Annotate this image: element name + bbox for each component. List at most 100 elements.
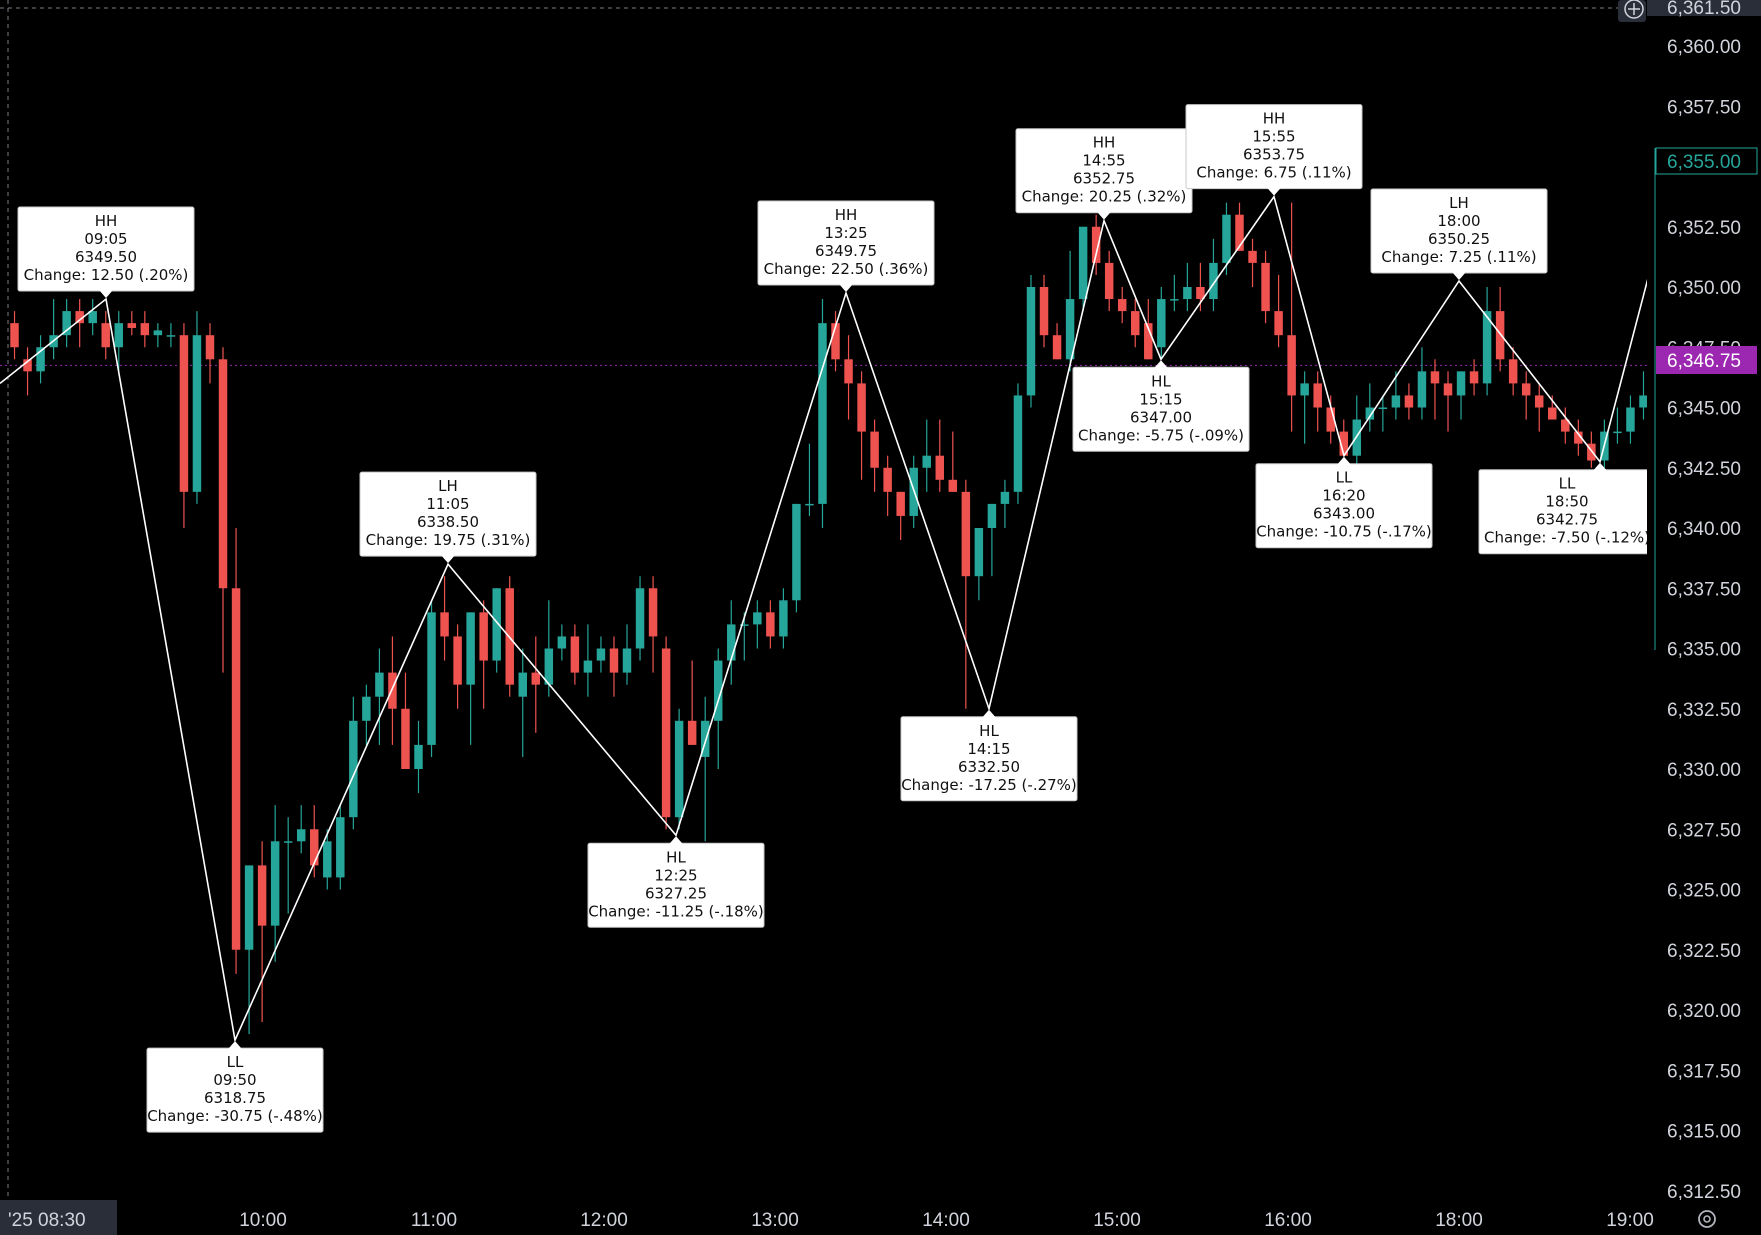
price-axis[interactable]: 6,360.006,357.506,352.506,350.006,347.50…	[1647, 0, 1761, 1203]
candle	[375, 648, 384, 745]
pivot-time: 09:05	[84, 230, 127, 248]
candle	[1287, 202, 1296, 432]
gear-icon	[1698, 1210, 1716, 1228]
price-tick-label: 6,332.50	[1667, 700, 1741, 721]
candle	[466, 612, 475, 745]
candle	[310, 805, 319, 878]
candle	[1183, 262, 1192, 312]
candle	[1548, 395, 1557, 420]
price-tick-label: 6,325.00	[1667, 881, 1741, 902]
candle	[179, 323, 189, 528]
time-tick-label: 13:00	[751, 1210, 799, 1231]
time-tick-label: 16:00	[1264, 1210, 1312, 1231]
svg-text:6,355.00: 6,355.00	[1667, 152, 1741, 173]
pivot-change: Change: 12.50 (.20%)	[24, 266, 189, 284]
candle	[935, 419, 945, 492]
candles-layer	[10, 202, 1648, 1035]
pivot-change: Change: 7.25 (.11%)	[1381, 248, 1536, 266]
pivot-time: 13:25	[824, 224, 867, 242]
pivot-time: 15:55	[1252, 128, 1295, 146]
candle	[661, 636, 671, 830]
candle	[844, 335, 853, 420]
candle	[805, 443, 814, 516]
candle	[453, 624, 462, 709]
candle	[1378, 395, 1388, 432]
candle	[1534, 383, 1544, 432]
candle	[1300, 371, 1309, 444]
candle	[427, 600, 436, 757]
candle	[753, 600, 762, 649]
candle	[922, 419, 931, 492]
candle	[49, 299, 58, 360]
time-axis[interactable]: '25 08:30 10:00 11:00 12:00 13:00 14:00 15:00…	[0, 1200, 1761, 1235]
candle	[1131, 299, 1140, 348]
pivot-price: 6342.75	[1536, 511, 1598, 529]
candle	[388, 636, 397, 745]
candle	[1521, 371, 1531, 420]
candle	[323, 829, 332, 890]
pivot-type: HH	[1263, 110, 1286, 128]
candle	[270, 805, 280, 962]
time-tick-label: 14:00	[922, 1210, 970, 1231]
candle	[544, 600, 554, 697]
pivot-type: HL	[979, 722, 999, 740]
zigzag-line	[0, 194, 1653, 1043]
candle	[1235, 202, 1244, 251]
candle	[1274, 274, 1283, 348]
candle	[362, 684, 371, 745]
candle	[779, 588, 788, 649]
candle	[1365, 383, 1375, 432]
time-axis-start-tag	[0, 1200, 117, 1235]
candle	[635, 576, 645, 661]
candle	[1078, 226, 1088, 312]
candle	[831, 311, 840, 372]
price-tick-label: 6,327.50	[1667, 820, 1741, 841]
candle	[713, 648, 723, 769]
pivot-price: 6350.25	[1428, 230, 1490, 248]
pivot-type: HH	[95, 212, 118, 230]
candle	[961, 479, 971, 709]
pivot-type: HH	[835, 206, 858, 224]
pivot-time: 14:15	[967, 740, 1010, 758]
pivot-change: Change: 6.75 (.11%)	[1196, 164, 1351, 182]
candle	[883, 455, 892, 516]
time-tick-label: 10:00	[239, 1210, 287, 1231]
candle	[974, 528, 984, 601]
candle	[257, 841, 267, 1023]
price-tick-label: 6,350.00	[1667, 278, 1741, 299]
candle	[1222, 202, 1231, 275]
candle	[700, 696, 710, 842]
pivot-type: LL	[227, 1053, 244, 1071]
candle	[948, 431, 958, 492]
time-axis-start-label: '25 08:30	[8, 1210, 86, 1231]
price-tick-label: 6,337.50	[1667, 579, 1741, 600]
chart-settings-button[interactable]	[1698, 1210, 1716, 1228]
pivot-change: Change: -10.75 (-.17%)	[1256, 523, 1432, 541]
candle	[1261, 250, 1270, 324]
svg-text:6,361.50: 6,361.50	[1667, 0, 1741, 19]
pivot-price: 6338.50	[417, 513, 479, 531]
add-button[interactable]	[1618, 0, 1646, 22]
crosshair-price-tag: 6,361.50	[1647, 0, 1761, 19]
plus-circle-icon	[1624, 0, 1644, 19]
candle	[205, 323, 215, 384]
candle	[557, 624, 567, 661]
candle	[1091, 214, 1101, 275]
pivot-time: 12:25	[654, 866, 697, 884]
candle	[479, 600, 488, 709]
price-tick-label: 6,335.00	[1667, 640, 1741, 661]
